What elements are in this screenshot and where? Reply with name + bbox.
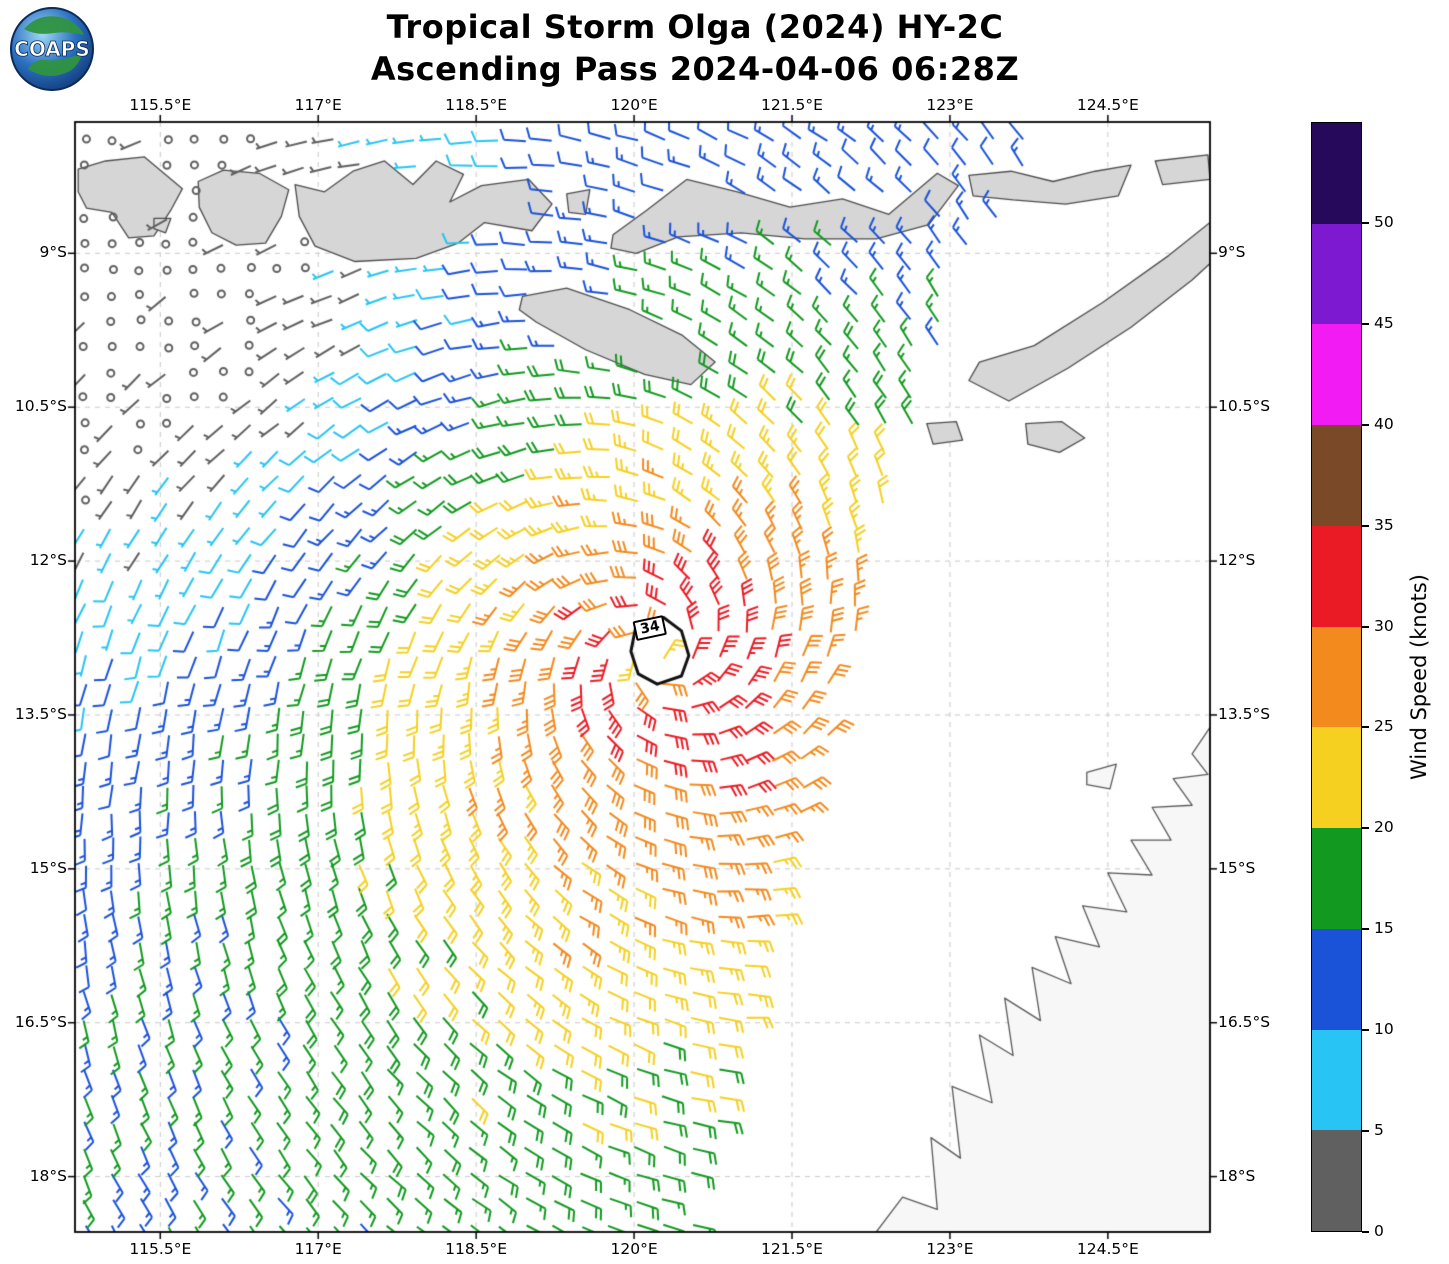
colorbar-tick-label: 5	[1374, 1121, 1384, 1140]
colorbar-segment	[1312, 727, 1361, 829]
lon-tick-label-bottom: 117°E	[294, 1240, 342, 1258]
lon-tick-label-bottom: 120°E	[610, 1240, 658, 1258]
wind-speed-colorbar	[1311, 122, 1362, 1232]
colorbar-tick	[1362, 625, 1369, 628]
lat-tick-label-right: 10.5°S	[1218, 397, 1271, 416]
colorbar-segment	[1312, 425, 1361, 526]
lon-tick-label-top: 115.5°E	[129, 96, 192, 114]
lat-tick-label-right: 16.5°S	[1218, 1012, 1271, 1031]
colorbar-axis-label: Wind Speed (knots)	[1407, 574, 1431, 780]
lon-tick-label-bottom: 121.5°E	[761, 1240, 823, 1258]
colorbar-tick-label: 35	[1374, 515, 1394, 534]
colorbar-tick	[1362, 928, 1369, 931]
colorbar-tick-label: 10	[1374, 1020, 1394, 1039]
coaps-logo: COAPS	[8, 5, 96, 97]
title-line-1: Tropical Storm Olga (2024) HY-2C	[386, 8, 1004, 46]
lon-tick-label-top: 121.5°E	[761, 96, 823, 114]
colorbar-segment	[1312, 123, 1361, 224]
colorbar-segment	[1312, 626, 1361, 728]
colorbar-tick	[1362, 726, 1369, 729]
colorbar-segment	[1312, 928, 1361, 1030]
colorbar-tick	[1362, 827, 1369, 830]
lat-tick-label-left: 10.5°S	[14, 397, 67, 416]
figure-title: Tropical Storm Olga (2024) HY-2C Ascendi…	[140, 6, 1250, 90]
colorbar-tick	[1362, 524, 1369, 527]
lat-tick-label-right: 9°S	[1218, 243, 1246, 262]
lat-tick-label-right: 15°S	[1218, 858, 1256, 877]
colorbar-segment	[1312, 324, 1361, 426]
lat-tick-label-left: 18°S	[29, 1166, 67, 1185]
lat-tick-label-left: 12°S	[29, 551, 67, 570]
colorbar-tick-label: 45	[1374, 313, 1394, 332]
lon-tick-label-bottom: 115.5°E	[129, 1240, 192, 1258]
colorbar-tick	[1362, 1231, 1369, 1233]
colorbar-segment	[1312, 1130, 1361, 1232]
colorbar-tick-label: 40	[1374, 414, 1394, 433]
colorbar-segment	[1312, 828, 1361, 929]
colorbar-tick-label: 15	[1374, 919, 1394, 938]
lat-tick-label-left: 16.5°S	[14, 1012, 67, 1031]
colorbar-tick-label: 0	[1374, 1222, 1384, 1240]
lat-tick-label-right: 18°S	[1218, 1166, 1256, 1185]
lon-tick-label-top: 124.5°E	[1076, 96, 1139, 114]
lon-tick-label-top: 117°E	[294, 96, 342, 114]
coaps-logo-text: COAPS	[14, 37, 90, 61]
lon-tick-label-bottom: 118.5°E	[445, 1240, 508, 1258]
title-line-2: Ascending Pass 2024-04-06 06:28Z	[370, 50, 1020, 89]
coaps-globe-icon: COAPS	[10, 7, 94, 91]
lat-tick-label-left: 15°S	[29, 858, 67, 877]
lon-tick-label-top: 120°E	[610, 96, 658, 114]
lon-tick-label-bottom: 123°E	[926, 1240, 974, 1258]
colorbar-tick-label: 20	[1374, 818, 1394, 837]
colorbar-tick	[1362, 322, 1369, 325]
lon-tick-label-top: 123°E	[926, 96, 974, 114]
colorbar-tick-label: 25	[1374, 717, 1394, 736]
lat-tick-label-right: 12°S	[1218, 551, 1256, 570]
colorbar-tick-label: 50	[1374, 212, 1394, 231]
lat-tick-label-left: 13.5°S	[14, 704, 67, 723]
lat-tick-label-right: 13.5°S	[1218, 704, 1271, 723]
colorbar-tick-label: 30	[1374, 616, 1394, 635]
lon-tick-label-bottom: 124.5°E	[1076, 1240, 1139, 1258]
colorbar-segment	[1312, 1029, 1361, 1131]
lat-tick-label-left: 9°S	[39, 243, 67, 262]
colorbar-segment	[1312, 223, 1361, 325]
colorbar-tick	[1362, 221, 1369, 224]
colorbar-tick	[1362, 423, 1369, 426]
lon-tick-label-top: 118.5°E	[445, 96, 508, 114]
colorbar-segment	[1312, 525, 1361, 627]
colorbar-tick	[1362, 1029, 1369, 1032]
colorbar-tick	[1362, 1130, 1369, 1133]
